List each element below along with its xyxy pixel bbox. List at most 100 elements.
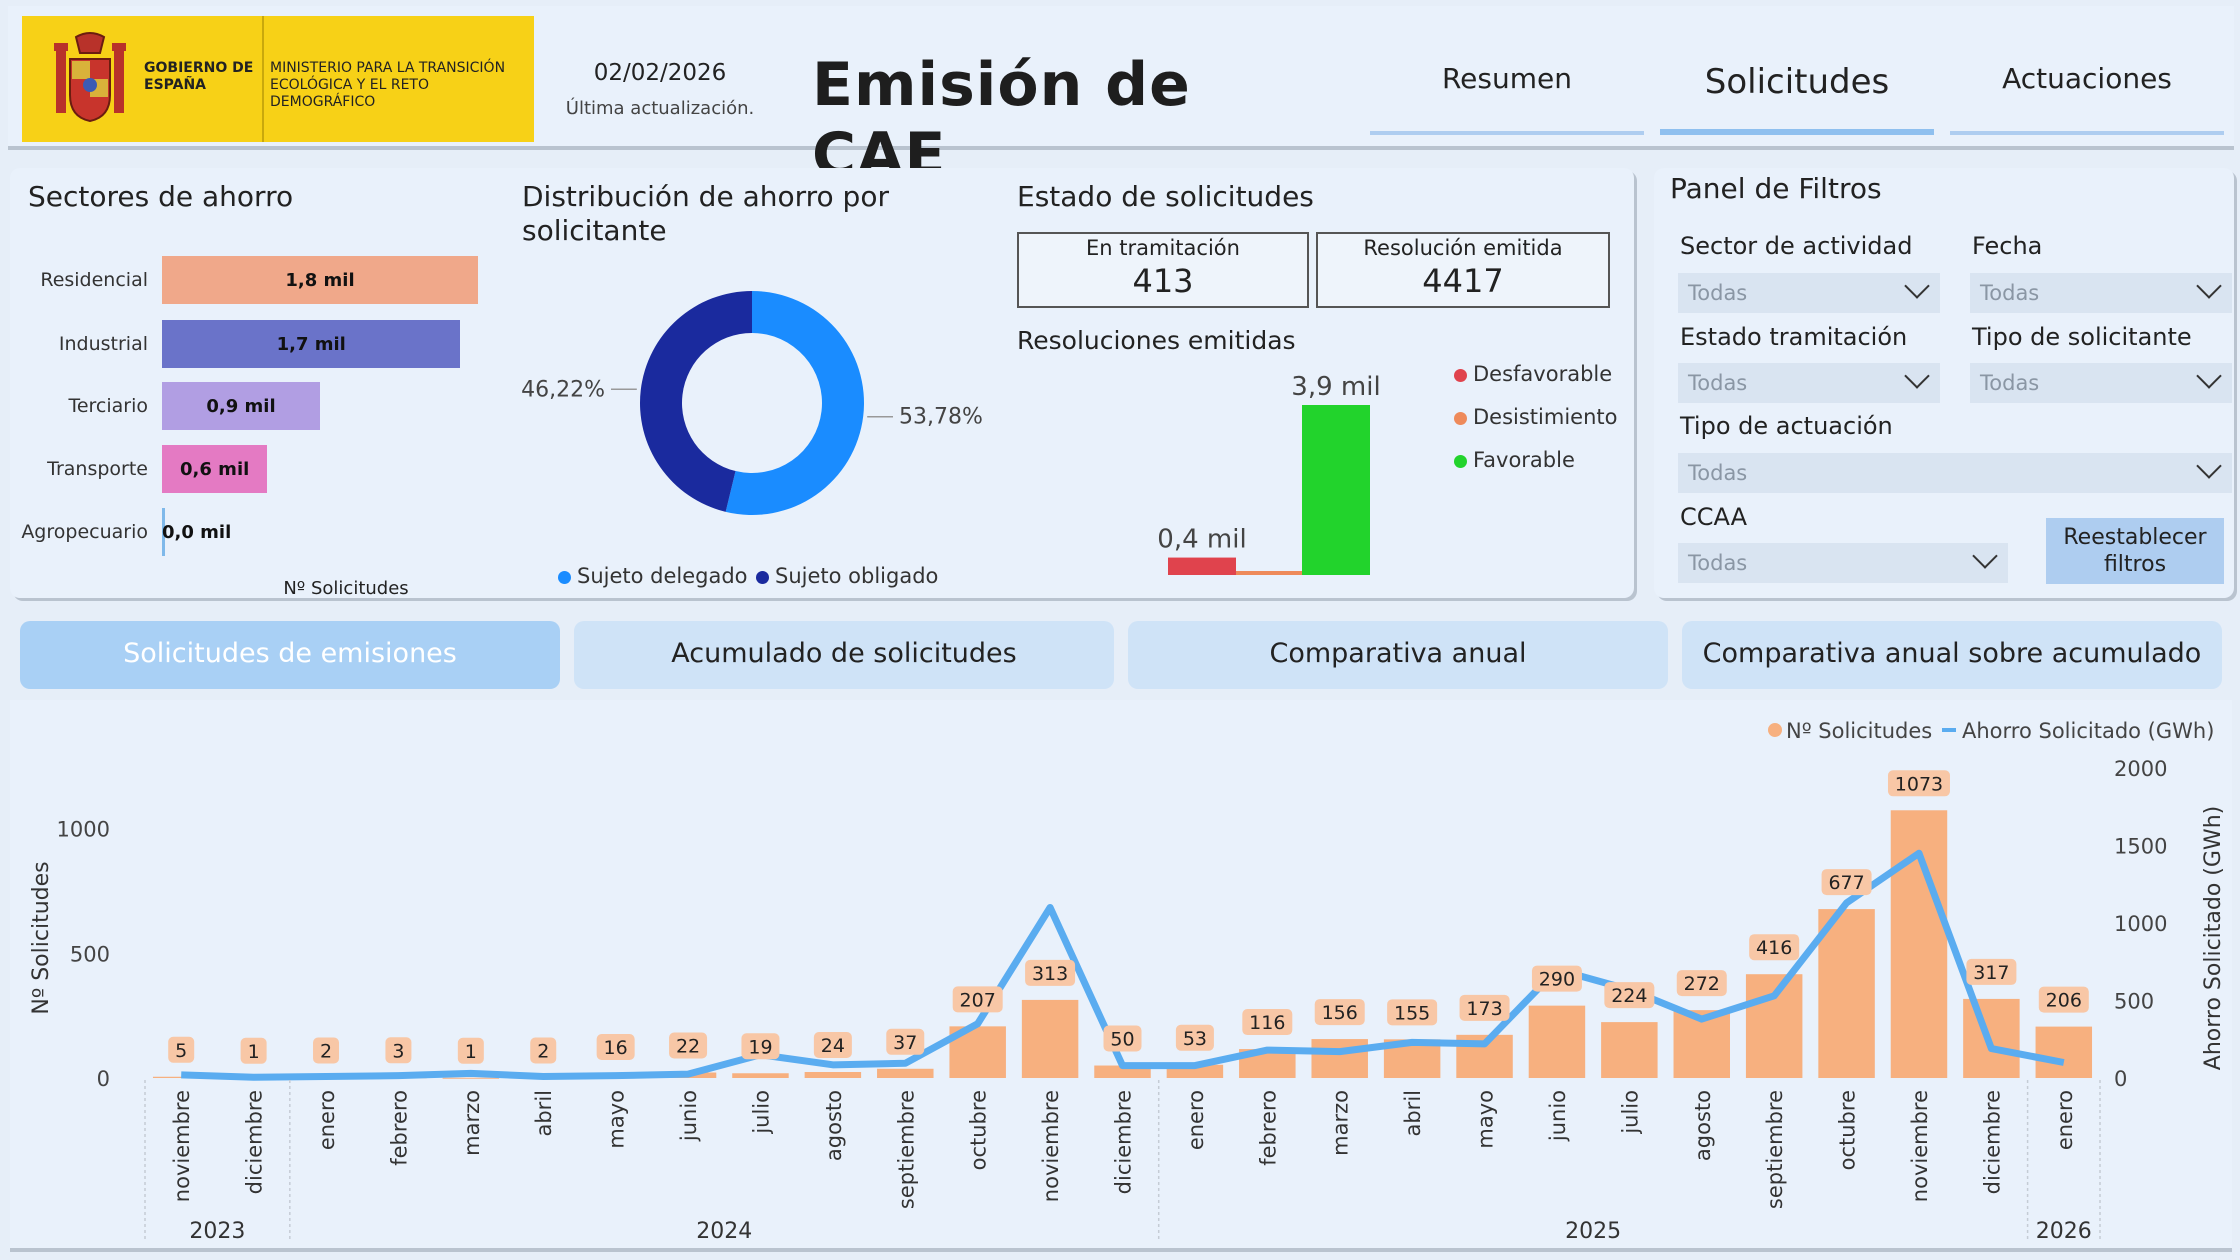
- legend-text: Desfavorable: [1473, 362, 1613, 386]
- donut-legend-delegado: Sujeto delegado: [558, 564, 748, 588]
- filter-tipo-solicitante-select[interactable]: Todas: [1970, 363, 2232, 403]
- data-label: 24: [821, 1035, 845, 1057]
- legend-desistimiento: Desistimiento: [1454, 405, 1617, 429]
- y2-axis-tick: 1500: [2114, 835, 2167, 859]
- solicitudes-bar[interactable]: [804, 1072, 862, 1078]
- sector-label: Residencial: [40, 269, 148, 291]
- legend-text: Sujeto obligado: [775, 564, 939, 588]
- x-axis-tick: julio: [749, 1090, 773, 1135]
- solicitudes-bar[interactable]: [442, 1077, 500, 1079]
- estado-title: Estado de solicitudes: [1017, 180, 1314, 213]
- reset-filters-button[interactable]: Reestablecer filtros: [2046, 518, 2224, 584]
- x-axis-year: 2026: [2036, 1219, 2092, 1244]
- data-label-bg: [1966, 958, 2017, 985]
- legend-dot: [1768, 723, 1782, 737]
- sector-bar[interactable]: 0,0 mil: [162, 508, 231, 556]
- filter-estado-select[interactable]: Todas: [1678, 363, 1940, 403]
- donut-slice[interactable]: [725, 291, 864, 515]
- data-label-bg: [1749, 934, 1800, 961]
- data-label-bg: [1676, 970, 1727, 997]
- solicitudes-bar[interactable]: [1311, 1039, 1368, 1078]
- tab-solicitudes[interactable]: Solicitudes: [1660, 40, 1934, 135]
- solicitudes-bar[interactable]: [2035, 1026, 2093, 1078]
- filter-sector-select[interactable]: Todas: [1678, 273, 1940, 313]
- x-axis-tick: febrero: [1256, 1090, 1280, 1166]
- x-axis-tick: abril: [1401, 1090, 1425, 1137]
- donut-slice-label: 53,78%: [899, 405, 983, 430]
- legend-text: Sujeto delegado: [577, 564, 748, 588]
- solicitudes-bar[interactable]: [877, 1068, 934, 1078]
- data-label-bg: [1887, 770, 1950, 797]
- filter-fecha-select[interactable]: Todas: [1970, 273, 2232, 313]
- x-axis-tick: diciembre: [243, 1090, 267, 1194]
- data-label: 173: [1466, 998, 1502, 1020]
- data-label-bg: [385, 1037, 412, 1064]
- filter-tipo-actuacion-select[interactable]: Todas: [1678, 453, 2232, 493]
- tab-solicitudes-emisiones[interactable]: Solicitudes de emisiones: [20, 621, 560, 689]
- resolucion-emitida-card: Resolución emitida 4417: [1316, 232, 1610, 308]
- data-label: 2: [537, 1041, 549, 1063]
- solicitudes-bar[interactable]: [1963, 998, 2020, 1078]
- sector-label: Transporte: [47, 458, 148, 480]
- x-axis-tick: diciembre: [1112, 1090, 1136, 1194]
- chevron-down-icon: [2196, 363, 2222, 389]
- data-label-bg: [1242, 1009, 1293, 1036]
- legend-text: Ahorro Solicitado (GWh): [1962, 719, 2214, 743]
- x-axis-tick: septiembre: [1763, 1090, 1787, 1209]
- resoluciones-title: Resoluciones emitidas: [1017, 326, 1296, 355]
- x-axis-year: 2024: [696, 1219, 752, 1244]
- resoluciones-chart: 0,4 mil 3,9 mil: [1157, 372, 1381, 575]
- data-label-bg: [1387, 999, 1438, 1026]
- solicitudes-bar[interactable]: [1021, 999, 1079, 1078]
- select-value: Todas: [1688, 371, 1748, 395]
- sector-bar[interactable]: 0,9 mil: [162, 382, 320, 430]
- select-value: Todas: [1688, 281, 1748, 305]
- solicitudes-bar[interactable]: [1745, 974, 1803, 1078]
- solicitudes-bar[interactable]: [1528, 1005, 1586, 1078]
- data-label-bg: [669, 1032, 708, 1059]
- resolucion-bar[interactable]: [1168, 557, 1236, 575]
- tab-comparativa-anual[interactable]: Comparativa anual: [1128, 621, 1668, 689]
- x-axis-tick: marzo: [460, 1090, 484, 1156]
- tab-actuaciones[interactable]: Actuaciones: [1950, 40, 2224, 135]
- solicitudes-bar[interactable]: [1818, 909, 1875, 1078]
- data-label-bg: [1531, 965, 1582, 992]
- data-label: 416: [1756, 937, 1792, 959]
- ahorro-line[interactable]: [181, 849, 2065, 1081]
- resolucion-bar[interactable]: [1236, 571, 1304, 575]
- tab-acumulado-solicitudes[interactable]: Acumulado de solicitudes: [574, 621, 1114, 689]
- x-axis-tick: enero: [1184, 1090, 1208, 1150]
- resolucion-bar[interactable]: [1302, 405, 1370, 575]
- data-label: 207: [960, 989, 996, 1011]
- sector-bar[interactable]: 1,7 mil: [162, 320, 461, 368]
- data-label-bg: [886, 1028, 925, 1055]
- filter-label-estado: Estado tramitación: [1680, 323, 1908, 351]
- x-axis-tick: abril: [532, 1090, 556, 1137]
- data-label-bg: [596, 1034, 635, 1061]
- filter-ccaa-select[interactable]: Todas: [1678, 543, 2008, 583]
- y-axis-label: Nº Solicitudes: [29, 861, 54, 1014]
- solicitudes-bar[interactable]: [732, 1073, 789, 1078]
- tab-resumen[interactable]: Resumen: [1370, 40, 1644, 135]
- data-label-bg: [741, 1033, 780, 1060]
- select-value: Todas: [1980, 281, 2040, 305]
- filter-label-ccaa: CCAA: [1680, 503, 1748, 531]
- sector-bar[interactable]: 1,8 mil: [162, 256, 478, 304]
- solicitudes-bar[interactable]: [1601, 1022, 1658, 1078]
- legend-text: Desistimiento: [1473, 405, 1618, 429]
- tab-comparativa-acumulado[interactable]: Comparativa anual sobre acumulado: [1682, 621, 2222, 689]
- x-axis-tick: octubre: [1836, 1090, 1860, 1170]
- legend-text: Nº Solicitudes: [1786, 719, 1932, 743]
- y-axis-tick: 1000: [57, 818, 110, 842]
- x-axis-tick: junio: [1546, 1090, 1570, 1142]
- filter-label-sector: Sector de actividad: [1680, 232, 1913, 260]
- sector-bar[interactable]: 0,6 mil: [162, 445, 268, 493]
- distribucion-donut: 53,78% 46,22%: [521, 291, 983, 515]
- coat-of-arms-icon: [42, 29, 138, 129]
- sector-label: Terciario: [68, 395, 148, 417]
- donut-slice[interactable]: [640, 291, 752, 512]
- data-label-bg: [1821, 869, 1872, 896]
- data-label-bg: [457, 1037, 484, 1064]
- legend-dot: [1454, 454, 1467, 468]
- filter-panel-title: Panel de Filtros: [1670, 172, 1882, 205]
